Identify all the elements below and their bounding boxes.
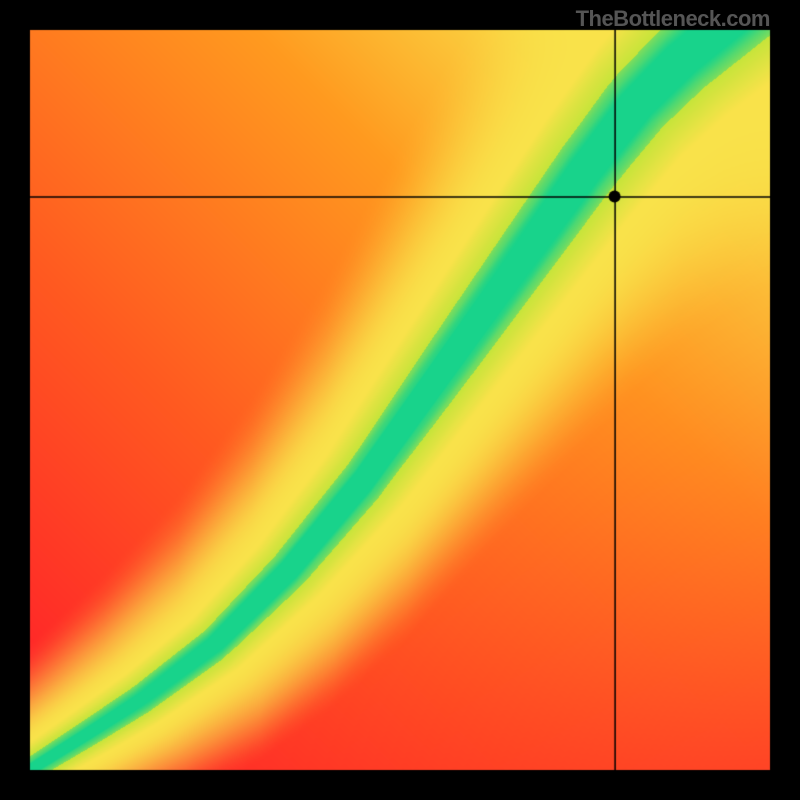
watermark-text: TheBottleneck.com	[576, 6, 770, 32]
bottleneck-heatmap	[0, 0, 800, 800]
